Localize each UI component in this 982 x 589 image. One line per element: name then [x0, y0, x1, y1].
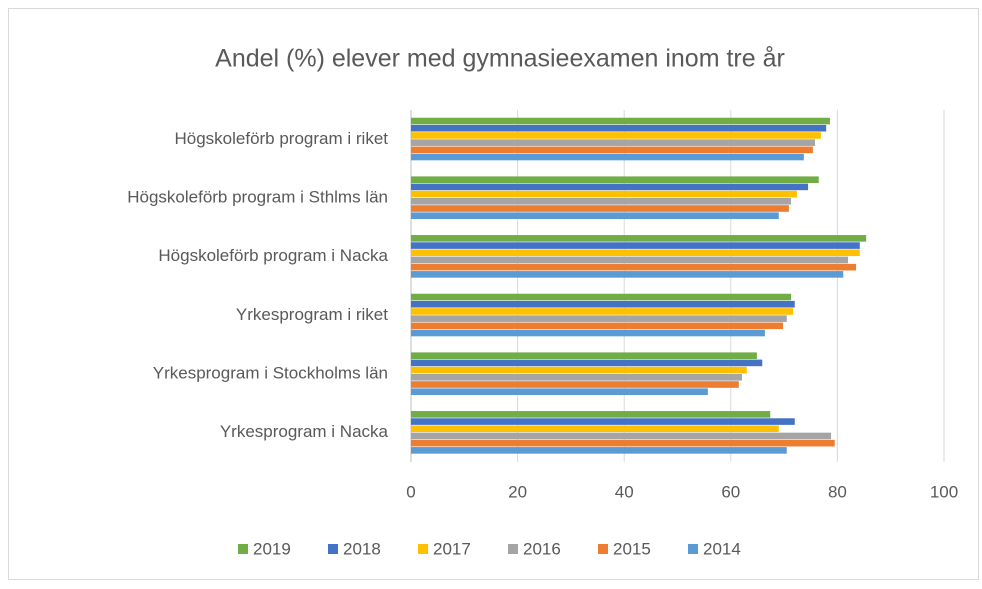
x-tick-label: 0 [406, 482, 415, 501]
bar [411, 153, 804, 161]
legend-label: 2014 [703, 539, 741, 558]
y-tick-label: Yrkesprogram i riket [236, 305, 388, 324]
bar [411, 124, 827, 132]
bar [411, 139, 816, 146]
bar [411, 271, 844, 278]
legend-label: 2015 [613, 539, 651, 558]
bar [411, 359, 763, 367]
bar [411, 249, 860, 257]
bar [411, 447, 787, 454]
bar [411, 432, 832, 440]
bar [411, 235, 867, 242]
legend-swatch [508, 544, 518, 554]
bar [411, 205, 789, 212]
bar [411, 117, 830, 125]
y-tick-label: Högskoleförb program i riket [174, 129, 388, 148]
x-tick-label: 60 [721, 482, 740, 501]
bar [411, 425, 779, 433]
bar [411, 146, 813, 154]
bar [411, 388, 708, 395]
legend-label: 2017 [433, 539, 471, 558]
bar [411, 439, 835, 447]
bar [411, 374, 742, 381]
bar [411, 411, 771, 418]
bar [411, 329, 765, 337]
bar [411, 322, 784, 330]
legend-label: 2018 [343, 539, 381, 558]
bar [411, 366, 747, 374]
bar [411, 242, 860, 249]
y-tick-label: Högskoleförb program i Sthlms län [127, 187, 388, 206]
bar [411, 352, 757, 359]
legend-label: 2016 [523, 539, 561, 558]
legend-swatch [688, 544, 698, 554]
legend-label: 2019 [253, 539, 291, 558]
legend-swatch [328, 544, 338, 554]
x-tick-label: 40 [615, 482, 634, 501]
legend-swatch [598, 544, 608, 554]
legend-swatch [238, 544, 248, 554]
bar [411, 263, 857, 271]
bar [411, 198, 792, 205]
x-tick-label: 20 [508, 482, 527, 501]
x-tick-label: 80 [828, 482, 847, 501]
bar [411, 300, 795, 308]
chart-title: Andel (%) elever med gymnasieexamen inom… [215, 45, 785, 73]
bar [411, 190, 797, 198]
bar [411, 183, 809, 191]
y-tick-label: Högskoleförb program i Nacka [158, 246, 388, 265]
bar [411, 308, 794, 315]
bar [411, 315, 787, 322]
bar [411, 418, 795, 425]
x-tick-label: 100 [930, 482, 958, 501]
y-tick-label: Yrkesprogram i Stockholms län [153, 363, 388, 382]
bar [411, 132, 821, 139]
bar [411, 381, 739, 388]
y-tick-label: Yrkesprogram i Nacka [220, 422, 389, 441]
bar [411, 293, 792, 301]
bar [411, 176, 819, 183]
legend-swatch [418, 544, 428, 554]
bar [411, 256, 849, 264]
bar [411, 212, 779, 219]
